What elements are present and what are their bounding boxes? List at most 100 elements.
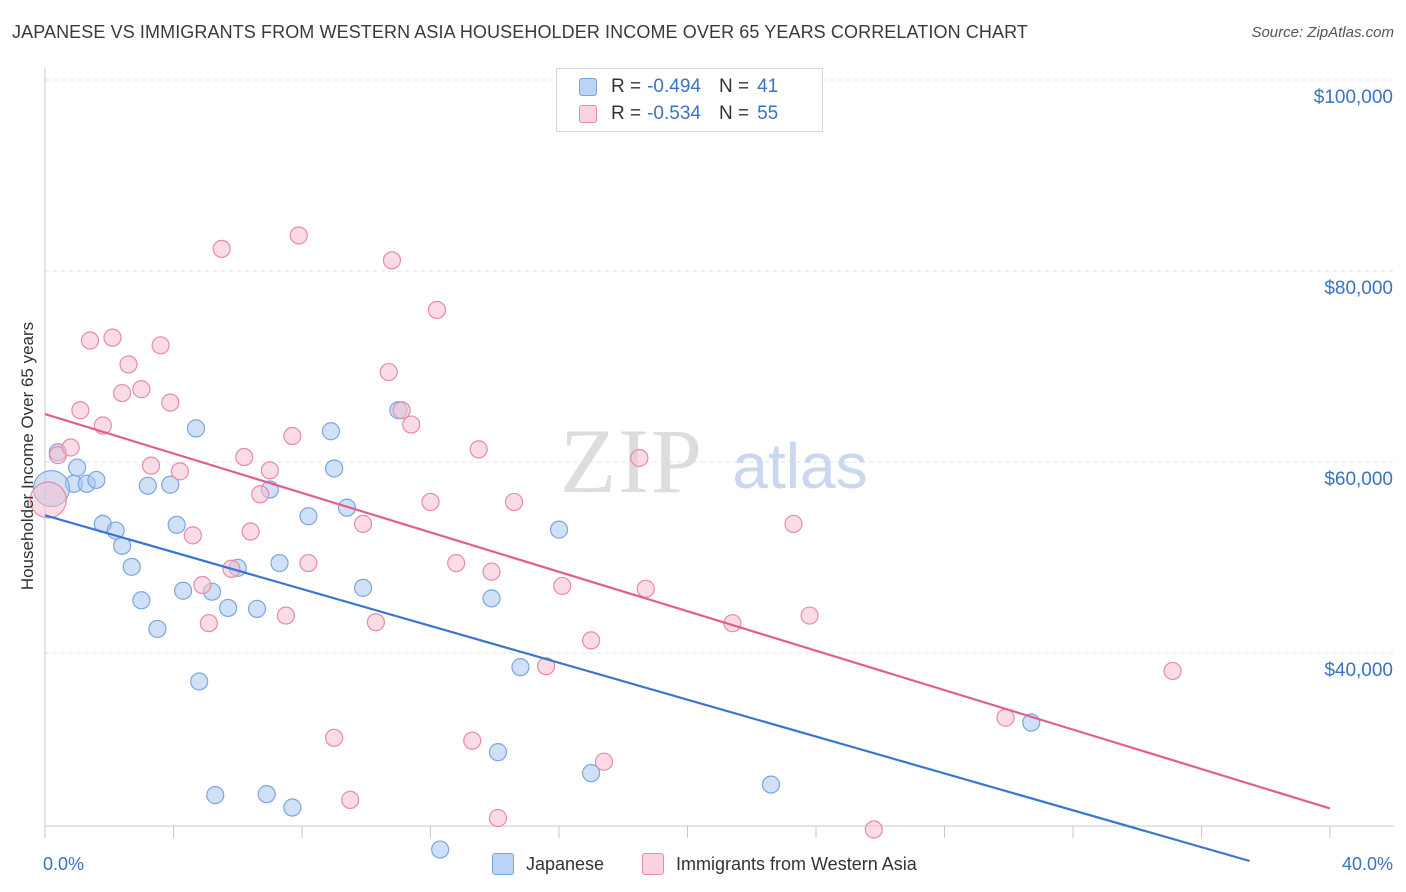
data-point [402,415,421,434]
data-point [392,401,411,420]
data-point [382,251,402,270]
n-value: 41 [757,76,779,97]
n-label: N = [718,103,750,124]
data-point [289,226,308,245]
r-label: R = [611,76,642,97]
data-point [325,728,344,747]
data-point [784,514,803,533]
data-point [251,485,270,504]
data-point [190,672,209,691]
y-tick-label: $60,000 [1324,469,1393,490]
data-point [161,393,180,412]
data-point [270,553,289,573]
legend-japanese-swatch [492,853,514,875]
legend-item-western-asia: Immigrants from Western Asia [642,852,917,876]
data-point [193,575,212,595]
n-label: N = [718,76,750,97]
source-label: Source: ZipAtlas.com [1251,24,1394,41]
x-tick-label: 0.0% [43,854,84,874]
r-value: -0.534 [647,103,701,124]
data-point [257,785,276,804]
data-point [463,731,482,750]
data-point [1163,661,1182,681]
data-point [148,619,167,639]
data-point [549,520,569,539]
data-point [247,599,267,618]
data-point [353,578,373,597]
chart-title: JAPANESE VS IMMIGRANTS FROM WESTERN ASIA… [12,22,1028,42]
stats-legend: R = -0.494 N = 41 R = -0.534 N = 55 [556,68,823,132]
data-point [219,598,238,618]
x-ticks [44,826,1331,838]
data-point [421,492,440,512]
legend-western-asia-swatch [642,853,664,875]
data-point [71,401,90,420]
y-tick-label: $80,000 [1324,278,1393,299]
data-point [299,507,318,526]
data-point [183,526,202,545]
data-point [761,775,781,794]
data-point [800,606,819,625]
r-value: -0.494 [647,76,701,97]
data-point [511,658,530,677]
data-point [482,562,501,581]
data-point [199,614,218,633]
data-point [582,631,601,650]
legend-japanese-label: Japanese [526,853,605,874]
data-point [161,475,180,494]
data-point [29,481,67,519]
data-point [447,553,466,573]
scatter-points [29,226,1182,859]
data-point [119,355,138,374]
data-point [170,462,190,481]
y-axis-label: Householder Income Over 65 years [18,321,37,591]
trend-line [44,514,1250,863]
data-point [864,820,883,839]
data-point [68,458,87,477]
legend-item-japanese: Japanese [492,852,604,876]
japanese-swatch [579,78,597,96]
y-tick-labels: $40,000 $60,000 $80,000 $100,000 [1314,87,1393,681]
data-point [283,798,302,817]
trend-line [44,413,1331,810]
data-point [112,383,132,403]
data-point [132,380,151,399]
r-label: R = [611,103,642,124]
data-point [594,752,614,771]
data-point [151,336,170,355]
data-point [138,476,157,495]
data-point [431,840,450,859]
data-point [553,576,572,596]
data-point [353,514,373,533]
data-point [379,362,398,382]
data-point [80,331,100,350]
data-point [122,557,141,576]
data-point [488,743,508,762]
data-point [61,438,80,457]
watermark-atlas: atlas [732,430,867,502]
grid-lines [45,79,1394,654]
data-point [186,419,206,438]
watermark: ZIP atlas [560,410,868,512]
data-point [167,515,186,534]
data-point [469,440,488,459]
data-point [299,553,318,573]
data-point [325,459,344,478]
data-point [206,786,225,805]
data-point [482,589,501,608]
stats-row-western-asia: R = -0.534 N = 55 [579,103,778,125]
data-point [488,808,508,828]
data-point [636,579,655,598]
data-point [103,328,122,347]
data-point [504,492,524,512]
data-point [241,522,260,541]
data-point [141,456,161,475]
data-point [630,448,649,468]
data-point [582,764,601,783]
y-tick-label: $100,000 [1314,87,1393,108]
data-point [341,790,360,809]
data-point [537,657,556,676]
data-point [276,606,296,625]
data-point [212,239,231,258]
